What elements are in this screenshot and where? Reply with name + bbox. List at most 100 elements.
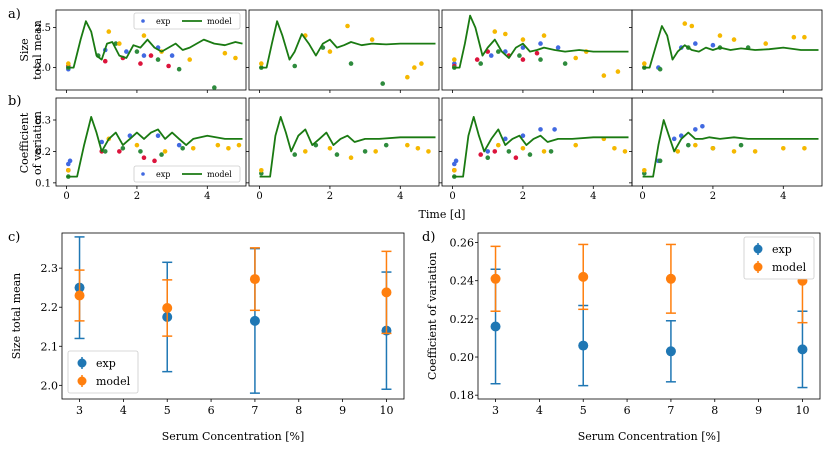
exp-point bbox=[495, 142, 501, 148]
panel-label-d: d) bbox=[422, 230, 435, 245]
x-tick-label: 6 bbox=[208, 404, 215, 417]
model-point bbox=[578, 271, 589, 282]
x-tick-label: 10 bbox=[379, 404, 393, 417]
subplot-b-4: 0 2 4 bbox=[629, 97, 823, 202]
exp-point bbox=[671, 136, 677, 142]
legend-label: exp bbox=[772, 243, 792, 256]
exp-point bbox=[485, 155, 491, 161]
x-tick-label: 10 bbox=[795, 404, 809, 417]
y-axis-label: Coefficient of variation bbox=[426, 252, 439, 380]
exp-point bbox=[478, 152, 484, 157]
exp-point bbox=[99, 139, 105, 145]
legend-marker bbox=[77, 358, 87, 368]
exp-point bbox=[102, 58, 108, 64]
exp-point bbox=[405, 74, 410, 80]
legend-label: exp bbox=[96, 357, 116, 370]
exp-point bbox=[665, 346, 676, 357]
x-axis-label: Serum Concentration [%] bbox=[578, 430, 721, 443]
exp-point bbox=[190, 145, 196, 151]
x-tick-label: 9 bbox=[755, 404, 762, 417]
exp-point bbox=[495, 49, 501, 54]
legend-label: model bbox=[772, 261, 807, 274]
exp-point bbox=[152, 158, 157, 164]
axes-frame bbox=[55, 9, 247, 91]
legend-marker bbox=[753, 262, 763, 272]
model-point bbox=[665, 273, 676, 284]
exp-point bbox=[520, 57, 526, 62]
exp-point bbox=[348, 61, 354, 66]
y-tick-label: 0.2 bbox=[35, 147, 51, 158]
exp-point bbox=[752, 149, 758, 154]
x-tick-label: 4 bbox=[204, 191, 210, 202]
exp-point bbox=[148, 53, 154, 58]
exp-point bbox=[685, 142, 691, 148]
panel-d: 3 4 5 6 7 8 9 10 0.18 0.20 0.22 0.24 0.26 Serum Conce… bbox=[426, 232, 821, 443]
legend-exp-marker bbox=[141, 19, 145, 23]
y-tick-label: 2.2 bbox=[41, 301, 59, 314]
axes-frame bbox=[441, 97, 633, 187]
exp-point bbox=[527, 152, 533, 157]
exp-point bbox=[419, 61, 424, 66]
exp-point bbox=[517, 53, 522, 58]
x-tick-label: 7 bbox=[667, 404, 674, 417]
panel-label-a: a) bbox=[8, 7, 21, 22]
y-tick-label: 2.5 bbox=[35, 23, 51, 34]
exp-point bbox=[117, 149, 122, 154]
exp-point bbox=[552, 127, 557, 132]
exp-point bbox=[233, 55, 238, 61]
exp-point bbox=[693, 41, 698, 46]
subplot-b-3: 0 2 4 bbox=[439, 97, 633, 202]
y-tick-label: 2.0 bbox=[35, 63, 51, 74]
exp-point bbox=[226, 145, 231, 151]
x-tick-label: 2 bbox=[327, 191, 333, 202]
exp-point bbox=[642, 61, 647, 66]
model-line bbox=[452, 14, 629, 69]
model-line bbox=[66, 116, 243, 178]
exp-point bbox=[780, 145, 786, 151]
x-tick-label: 0 bbox=[256, 191, 262, 202]
exp-point bbox=[345, 23, 350, 29]
exp-point bbox=[138, 61, 143, 66]
exp-point bbox=[292, 152, 298, 157]
exp-point bbox=[141, 33, 147, 38]
x-tick-label: 2 bbox=[710, 191, 716, 202]
exp-point bbox=[717, 33, 723, 38]
axes-frame bbox=[61, 232, 405, 400]
model-line bbox=[452, 116, 629, 178]
exp-point bbox=[348, 155, 354, 161]
exp-point bbox=[383, 142, 389, 148]
exp-point bbox=[700, 123, 705, 129]
y-tick-label: 0.24 bbox=[450, 275, 475, 288]
x-tick-label: 0 bbox=[639, 191, 645, 202]
y-tick-label: 2.0 bbox=[41, 379, 59, 392]
exp-point bbox=[236, 142, 242, 148]
exp-point bbox=[176, 66, 182, 72]
exp-point bbox=[327, 49, 333, 54]
exp-point bbox=[615, 69, 621, 74]
x-tick-label: 8 bbox=[711, 404, 718, 417]
exp-point bbox=[215, 142, 221, 148]
exp-point bbox=[141, 155, 147, 161]
model-point bbox=[490, 273, 501, 284]
x-tick-label: 0 bbox=[449, 191, 455, 202]
y-axis-label: Size total mean bbox=[10, 273, 23, 359]
exp-point bbox=[492, 29, 498, 34]
legend-marker bbox=[77, 376, 87, 386]
x-tick-label: 3 bbox=[492, 404, 499, 417]
y-tick-label: 2.1 bbox=[41, 340, 59, 353]
exp-point bbox=[222, 50, 228, 56]
exp-point bbox=[657, 158, 663, 164]
exp-point bbox=[578, 340, 589, 351]
model-line bbox=[642, 119, 819, 178]
exp-point bbox=[169, 53, 175, 58]
exp-point bbox=[162, 149, 168, 154]
exp-point bbox=[327, 145, 333, 151]
exp-point bbox=[334, 152, 340, 157]
exp-point bbox=[259, 61, 264, 66]
y-tick-label: 0.1 bbox=[35, 178, 51, 189]
axes-frame bbox=[631, 97, 823, 187]
exp-point bbox=[302, 149, 308, 154]
exp-point bbox=[187, 57, 193, 62]
subplot-a-3 bbox=[439, 9, 633, 93]
